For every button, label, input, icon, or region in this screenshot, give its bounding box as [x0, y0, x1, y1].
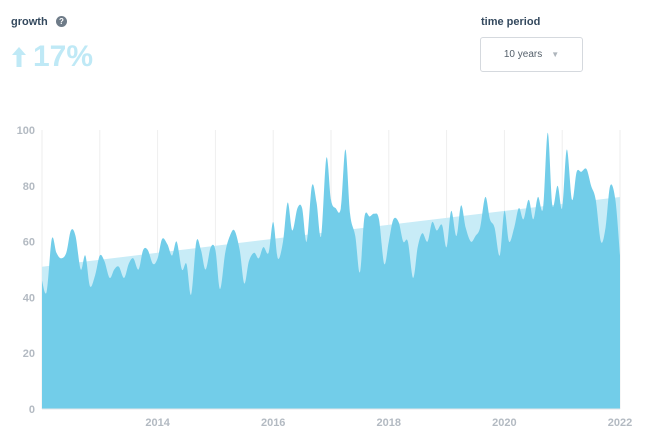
time-period-label: time period: [481, 16, 541, 28]
x-tick-label: 2014: [145, 417, 170, 429]
growth-percent: 17%: [33, 40, 94, 73]
growth-value: 17%: [11, 40, 93, 74]
arrow-up-icon: [12, 47, 26, 67]
x-tick-label: 2018: [377, 417, 401, 429]
series-area: [42, 132, 620, 409]
time-period-value: 10 years: [503, 49, 543, 60]
y-tick-label: 20: [23, 348, 35, 360]
y-tick-label: 60: [23, 237, 35, 249]
growth-label: growth: [11, 16, 48, 28]
y-tick-label: 80: [23, 181, 35, 193]
y-tick-label: 40: [23, 292, 35, 304]
x-tick-label: 2020: [492, 417, 516, 429]
x-tick-label: 2016: [261, 417, 285, 429]
help-icon[interactable]: ?: [56, 16, 67, 27]
y-tick-label: 100: [17, 125, 35, 137]
x-tick-label: 2022: [608, 417, 632, 429]
caret-down-icon: ▼: [551, 50, 560, 59]
time-period-select[interactable]: 10 years ▼: [480, 37, 583, 72]
y-tick-label: 0: [29, 404, 35, 416]
